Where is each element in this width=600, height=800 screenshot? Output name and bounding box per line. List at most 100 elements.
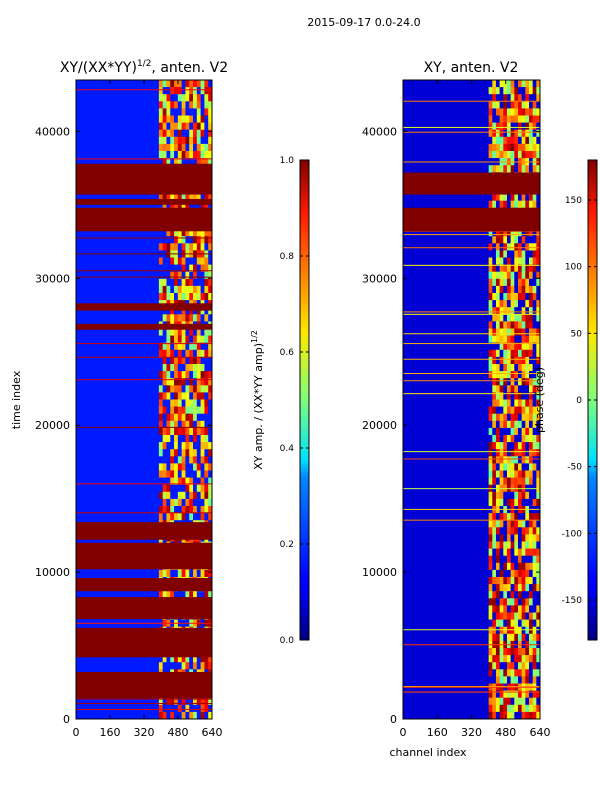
phase-heatmap-cell [529,336,533,343]
phase-heatmap-cell [496,428,500,435]
phase-heatmap-cell [511,627,515,634]
phase-heatmap-cell [496,698,500,705]
phase-heatmap-cell [507,527,511,534]
phase-heatmap-cell [507,542,511,549]
amp-y-tick-label: 0 [63,713,70,726]
phase-heatmap-cell [496,527,500,534]
phase-heatmap-cell [522,130,526,137]
amp-heatmap-cell [201,236,205,243]
amp-heatmap-cell [159,357,163,364]
phase-heatmap-cell [529,577,533,584]
phase-heatmap-cell [533,527,537,534]
amp-heatmap-cell [166,151,170,158]
phase-heatmap-cell [533,314,537,321]
amp-heatmap-cell [159,371,163,378]
phase-heatmap-cell [496,634,500,641]
amp-heatmap-cell [170,449,174,456]
phase-heatmap-cell [514,442,518,449]
figure-suptitle: 2015-09-17 0.0-24.0 [307,16,420,29]
phase-heatmap-cell [514,676,518,683]
amp-heatmap-cell [204,492,208,499]
phase-heatmap-cell [529,236,533,243]
phase-heatmap-cell [533,87,537,94]
phase-heatmap-cell [500,258,504,265]
phase-heatmap-cell [500,321,504,328]
phase-heatmap-cell [525,279,529,286]
amp-heatmap-cell [182,371,186,378]
amp-heatmap-cell [204,350,208,357]
phase-heatmap-cell [496,108,500,115]
phase-heatmap-cell [533,613,537,620]
phase-heatmap-cell [500,194,504,201]
amp-heatmap-cell [159,570,163,577]
phase-heatmap-cell [489,492,493,499]
phase-heatmap-cell [507,378,511,385]
phase-heatmap-cell [489,662,493,669]
phase-heatmap-cell [514,279,518,286]
amp-heatmap-cell [170,392,174,399]
phase-heatmap-cell [529,243,533,250]
phase-heatmap-streak [403,127,540,128]
phase-heatmap-cell [489,634,493,641]
phase-heatmap-cell [503,137,507,144]
amp-heatmap-cell [174,286,178,293]
phase-heatmap-cell [511,478,515,485]
phase-heatmap-cell [525,705,529,712]
phase-heatmap-cell [496,350,500,357]
phase-heatmap-cell [496,655,500,662]
amp-heatmap-cell [174,492,178,499]
phase-heatmap-cell [525,655,529,662]
amp-heatmap-streak [76,270,212,271]
amp-heatmap-cell [193,392,197,399]
phase-heatmap-cell [507,520,511,527]
phase-heatmap-cell [514,577,518,584]
phase-heatmap-cell [500,385,504,392]
amp-heatmap-cell [178,485,182,492]
phase-heatmap-cell [492,655,496,662]
amp-y-tick-label: 40000 [35,125,70,138]
phase-heatmap-cell [533,435,537,442]
phase-heatmap-cell [489,407,493,414]
phase-heatmap-cell [529,698,533,705]
amp-heatmap-cell [189,137,193,144]
amp-heatmap-cell [178,123,182,130]
amp-heatmap-cell [170,471,174,478]
phase-heatmap-cell [511,116,515,123]
amp-heatmap-cell [170,236,174,243]
phase-heatmap-cell [518,94,522,101]
phase-heatmap-cell [503,598,507,605]
amp-heatmap-cell [174,137,178,144]
phase-heatmap-cell [529,130,533,137]
amp-heatmap-cell [166,101,170,108]
phase-heatmap-cell [514,662,518,669]
phase-cb-tick-label: 150 [565,196,582,206]
phase-heatmap-cell [492,471,496,478]
phase-heatmap-cell [503,258,507,265]
phase-heatmap-cell [518,385,522,392]
phase-heatmap-cell [518,620,522,627]
amp-heatmap-cell [204,705,208,712]
phase-heatmap-cell [500,94,504,101]
phase-heatmap-cell [500,634,504,641]
phase-heatmap-cell [522,471,526,478]
amp-heatmap-cell [189,108,193,115]
amp-heatmap-cell [201,87,205,94]
amp-heatmap-cell [185,137,189,144]
phase-heatmap-cell [518,549,522,556]
phase-heatmap-cell [514,463,518,470]
amp-heatmap-cell [193,371,197,378]
phase-heatmap-cell [511,336,515,343]
phase-heatmap-cell [500,698,504,705]
phase-heatmap-cell [489,705,493,712]
phase-heatmap-cell [511,400,515,407]
amp-heatmap-cell [178,94,182,101]
amp-heatmap-cell [204,400,208,407]
phase-heatmap-cell [514,563,518,570]
amp-cb-tick-label: 0.8 [280,252,295,262]
phase-heatmap-cell [507,421,511,428]
amp-heatmap-cell [163,101,167,108]
phase-heatmap-cell [492,165,496,172]
phase-heatmap-cell [496,570,500,577]
phase-heatmap-cell [503,542,507,549]
phase-heatmap-cell [489,357,493,364]
